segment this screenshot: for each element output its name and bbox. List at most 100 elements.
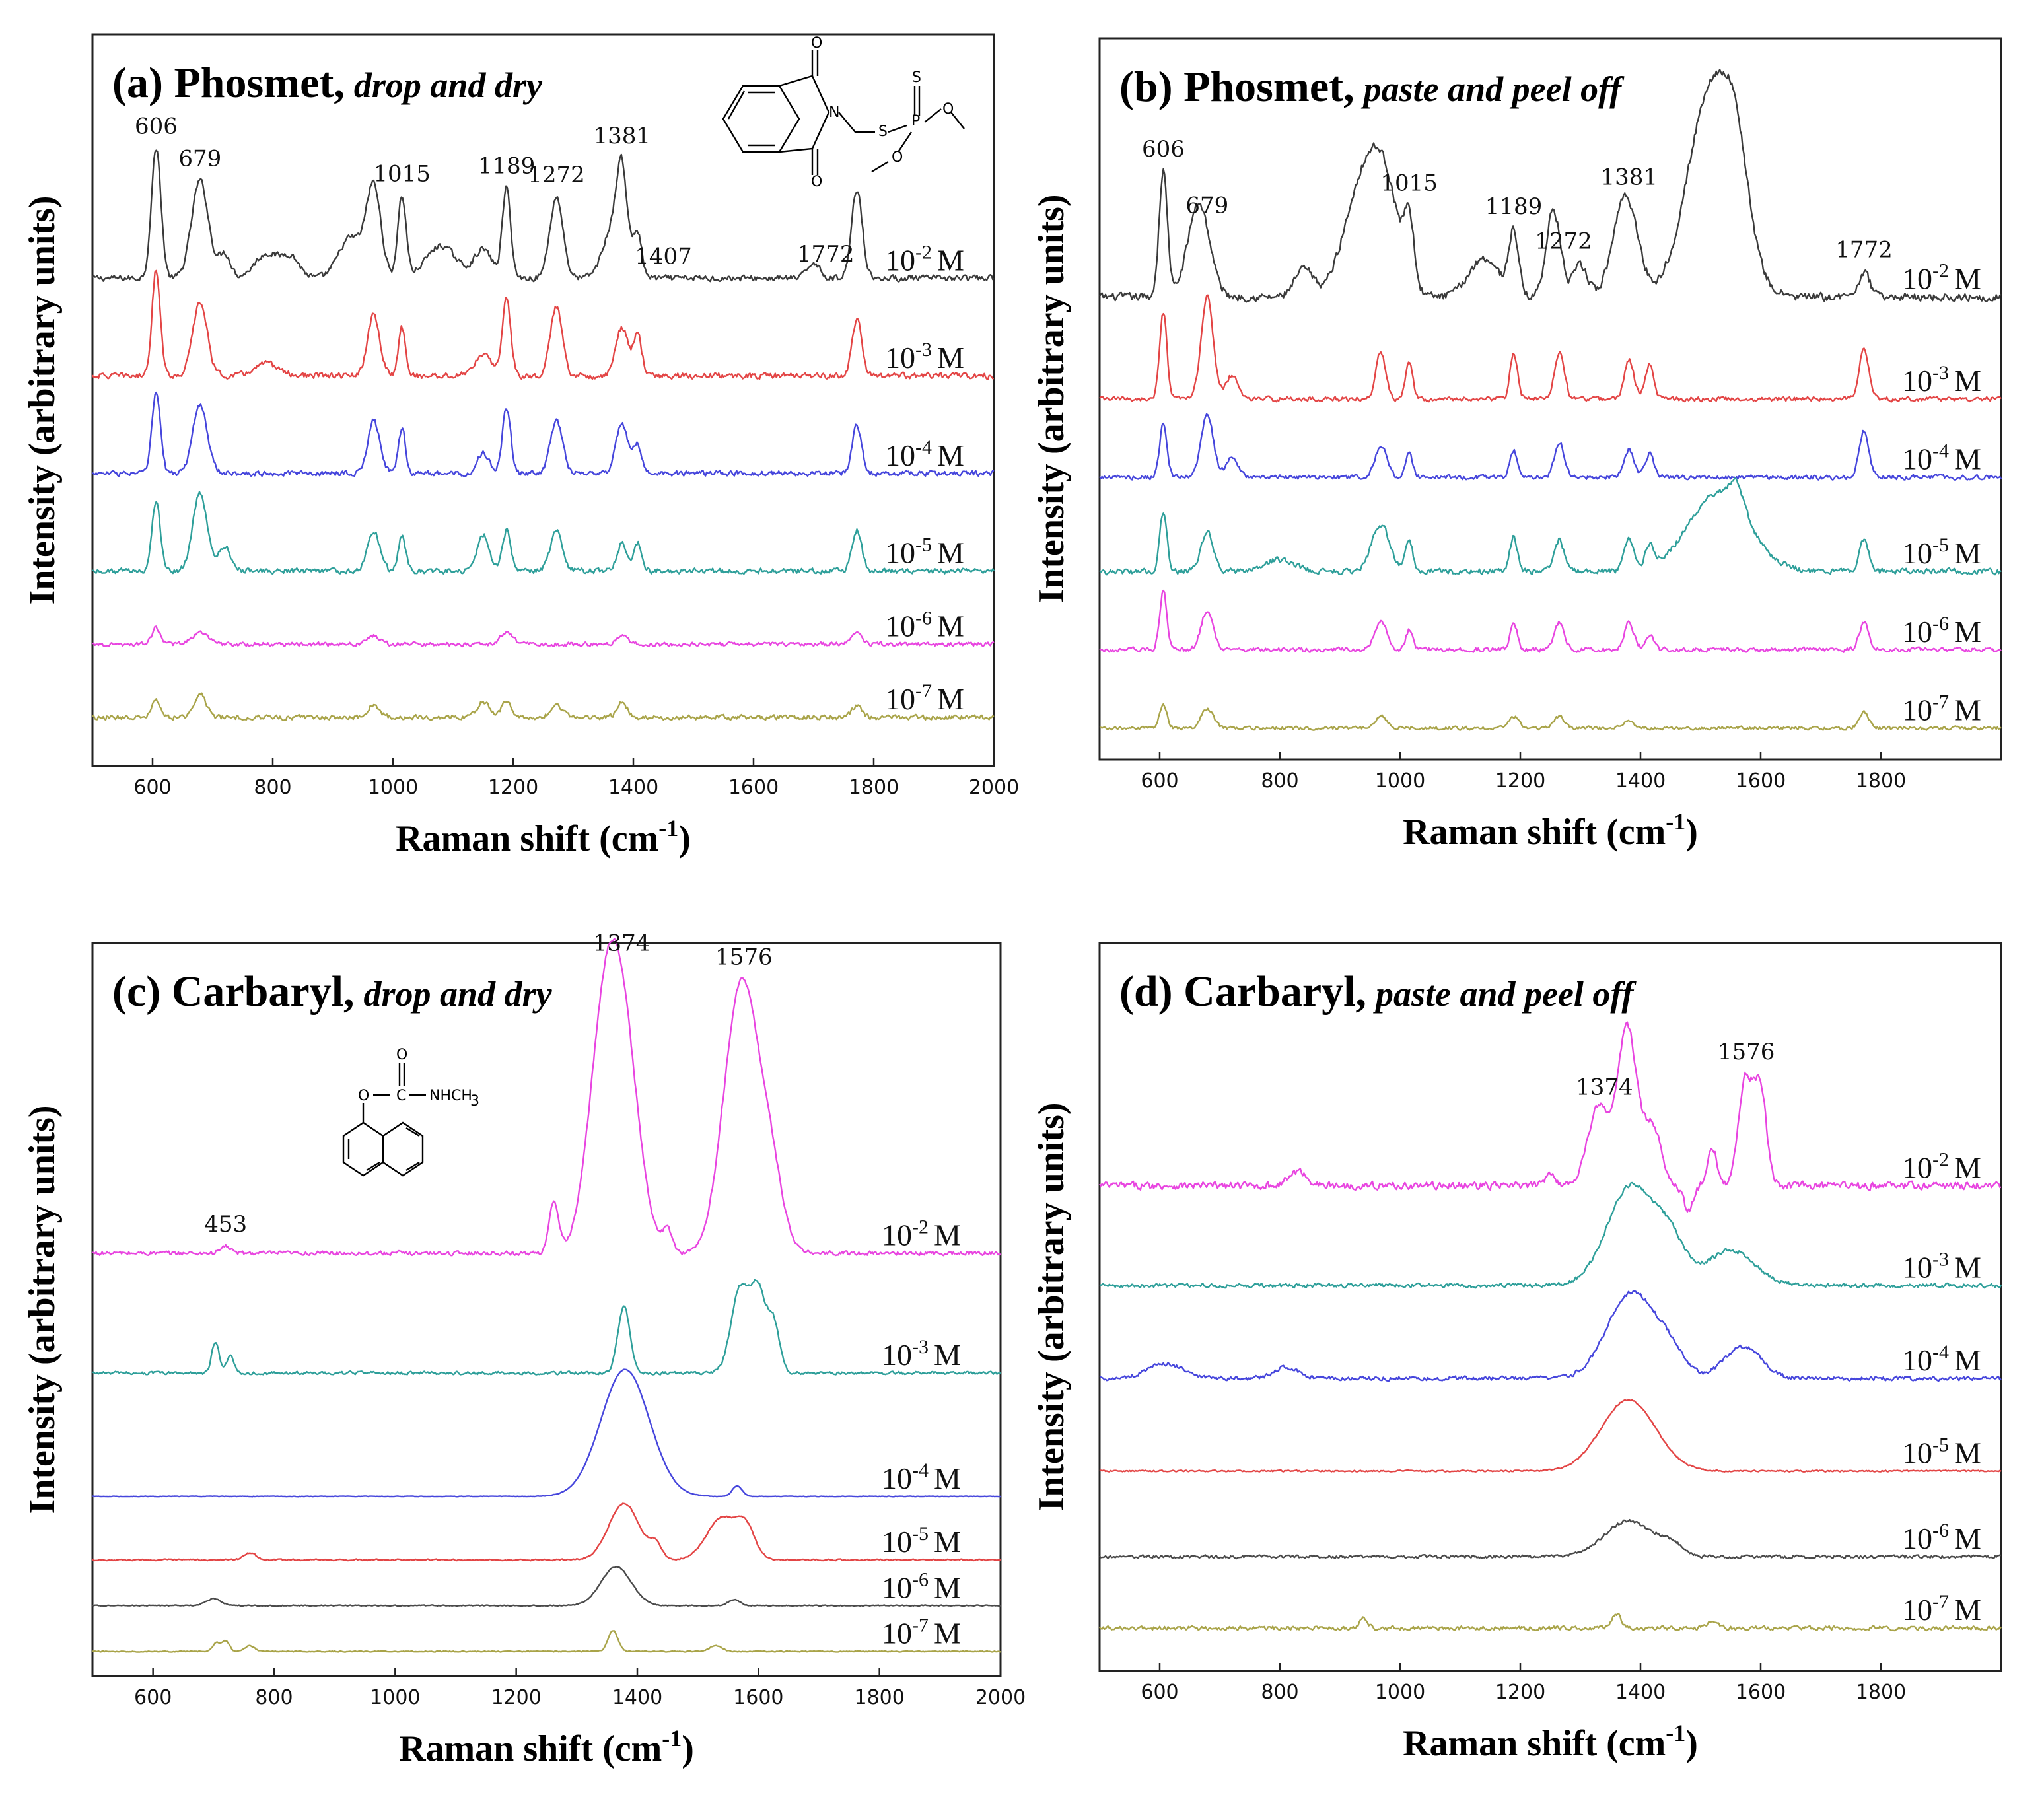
conc-base: 10: [882, 1570, 912, 1604]
conc-exponent: -7: [915, 680, 932, 702]
spectrum-line: [1099, 1290, 2002, 1382]
conc-exponent: -5: [1932, 1434, 1949, 1456]
methyl-bond: [950, 112, 965, 129]
x-axis-title: Raman shift (cm-1): [399, 1725, 694, 1769]
x-axis-title-main: Raman shift (cm: [1403, 812, 1666, 853]
conc-exponent: -6: [1932, 613, 1949, 635]
conc-base: 10: [1902, 364, 1932, 398]
peak-label: 1576: [1718, 1039, 1775, 1065]
atom-label: NHCH: [429, 1088, 472, 1104]
concentration-label: 10-3 M: [1902, 362, 1981, 398]
panel-title: (c) Carbaryl, drop and dry: [112, 968, 553, 1016]
conc-exponent: -7: [1932, 1591, 1949, 1613]
conc-base: 10: [1902, 1251, 1932, 1285]
conc-unit: M: [934, 1617, 961, 1650]
y-axis-title: Intensity (arbitrary units): [1031, 1102, 1072, 1511]
conc-unit: M: [1954, 1251, 1981, 1285]
peak-label: 1374: [1576, 1074, 1633, 1100]
conc-exponent: -3: [1932, 362, 1949, 384]
conc-unit: M: [934, 1461, 961, 1495]
conc-exponent: -4: [915, 437, 932, 458]
x-tick-label: 1000: [1375, 769, 1425, 792]
concentration-label: 10-5 M: [1902, 1434, 1981, 1469]
peak-label: 453: [204, 1211, 247, 1238]
panel-title-main: (c) Carbaryl,: [112, 968, 355, 1016]
conc-unit: M: [1954, 442, 1981, 476]
peak-label: 1407: [635, 243, 692, 269]
x-axis-title-main: Raman shift (cm: [399, 1728, 662, 1769]
concentration-label: 10-2 M: [885, 241, 964, 277]
x-axis-title: Raman shift (cm-1): [1403, 808, 1698, 853]
x-axis-title-sup: -1: [658, 815, 678, 841]
x-tick-label: 1800: [849, 776, 899, 799]
conc-base: 10: [1902, 1436, 1932, 1469]
peak-label: 1381: [1600, 164, 1658, 190]
concentration-label: 10-5 M: [882, 1523, 961, 1559]
panel-title-method: drop and dry: [364, 974, 553, 1014]
concentration-label: 10-4 M: [1902, 1341, 1981, 1377]
concentration-label: 10-7 M: [885, 680, 964, 716]
double-bond: [405, 1127, 420, 1137]
panel-title-method: paste and peel off: [1373, 974, 1637, 1014]
x-tick-label: 1600: [1736, 769, 1786, 792]
conc-base: 10: [885, 439, 915, 472]
atom-label: N: [829, 104, 839, 121]
peak-label: 1272: [528, 162, 585, 188]
spectrum-line: [92, 625, 995, 648]
series-group: [91, 149, 995, 721]
x-tick-label: 1400: [1615, 769, 1666, 792]
conc-base: 10: [882, 1525, 912, 1559]
spectrum-line: [1099, 1021, 2002, 1213]
atom-label-sub: 3: [470, 1093, 479, 1109]
x-tick-label: 1200: [488, 776, 538, 799]
panel-title-main: (d) Carbaryl,: [1119, 968, 1366, 1016]
panel-a: 600 800 1000 1200 1400 1600 1800 2000 Raman shif…: [22, 33, 1019, 859]
spectrum-line: [1099, 1399, 2002, 1473]
x-tick-label: 800: [1261, 1681, 1298, 1704]
concentration-label: 10-7 M: [1902, 691, 1981, 727]
x-axis-title-end: ): [678, 818, 691, 859]
concentration-label: 10-6 M: [1902, 1520, 1981, 1555]
conc-base: 10: [882, 1218, 912, 1252]
conc-unit: M: [1954, 364, 1981, 398]
conc-exponent: -4: [1932, 440, 1949, 462]
spectrum-line: [91, 149, 995, 283]
conc-base: 10: [885, 341, 915, 374]
spectrum-line: [1098, 413, 2002, 481]
x-axis-title-end: ): [1685, 1723, 1698, 1764]
y-axis-title: Intensity (arbitrary units): [1031, 194, 1072, 603]
conc-unit: M: [1954, 1343, 1981, 1377]
concentration-label: 10-3 M: [885, 339, 964, 374]
x-tick-label: 1600: [1736, 1681, 1786, 1704]
spectrum-line: [1099, 589, 2002, 653]
atom-label: O: [892, 149, 903, 166]
x-tick-label: 1600: [733, 1686, 783, 1709]
conc-exponent: -2: [915, 241, 932, 263]
conc-unit: M: [937, 536, 964, 570]
x-axis-title-main: Raman shift (cm: [1403, 1723, 1666, 1764]
spectrum-line: [92, 1630, 1001, 1653]
conc-base: 10: [885, 682, 915, 716]
peak-label: 1015: [373, 160, 431, 187]
conc-base: 10: [1902, 1150, 1932, 1184]
benzene-ring: [722, 85, 800, 153]
spectrum-line: [92, 491, 995, 575]
conc-base: 10: [1902, 615, 1932, 649]
conc-unit: M: [1954, 1436, 1981, 1469]
conc-base: 10: [1902, 442, 1932, 476]
plot-frame: [91, 942, 1002, 1677]
peak-label: 1015: [1380, 170, 1438, 197]
double-bond: [366, 1161, 380, 1172]
peak-label: 1772: [797, 241, 855, 267]
atom-labels: O C O NHCH: [358, 1047, 472, 1104]
spectrum-line: [92, 1279, 1001, 1376]
peak-label: 606: [1142, 136, 1185, 162]
spectrum-line: [91, 269, 994, 380]
x-tick-label: 800: [255, 1686, 293, 1709]
conc-exponent: -2: [1932, 260, 1949, 282]
peak-label: 606: [135, 113, 178, 139]
x-tick-label: 1400: [1615, 1681, 1666, 1704]
x-axis-title: Raman shift (cm-1): [396, 815, 691, 859]
x-tick-label: 1000: [368, 776, 418, 799]
methyl-bond: [871, 160, 889, 173]
